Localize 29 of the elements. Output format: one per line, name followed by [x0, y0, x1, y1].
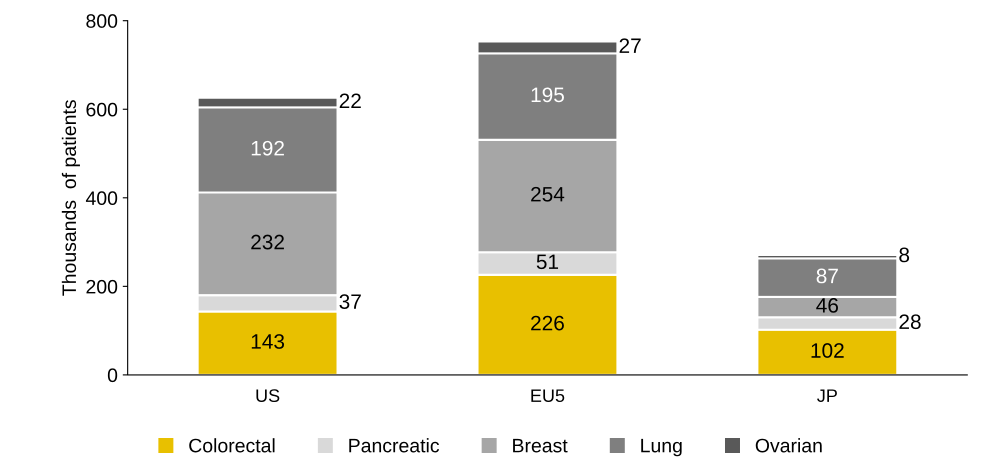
y-tick-label: 800: [86, 14, 118, 28]
data-label: 254: [531, 186, 564, 202]
data-label: 102: [812, 343, 844, 358]
data-label: 232: [251, 234, 284, 250]
legend-label: Ovarian: [756, 438, 822, 452]
data-label: 8: [899, 248, 910, 262]
legend-label: Lung: [641, 438, 682, 456]
y-tick-label: 400: [86, 191, 118, 206]
x-tick-label: US: [256, 389, 280, 402]
data-label: 226: [531, 316, 564, 330]
y-tick-label: 600: [86, 102, 118, 116]
data-label: 22: [340, 93, 361, 108]
data-label: 28: [899, 314, 921, 330]
x-tick-label: EU5: [531, 389, 564, 402]
data-label: 195: [532, 87, 564, 102]
data-label: 27: [620, 38, 641, 53]
data-label: 87: [816, 268, 838, 284]
data-label: 192: [252, 140, 284, 156]
legend-label: Colorectal: [189, 438, 274, 452]
y-axis-title: Thousands of patients: [62, 100, 80, 296]
data-label: 143: [252, 334, 284, 349]
data-label: 46: [816, 298, 838, 313]
y-tick-label: 0: [108, 368, 118, 382]
legend-label: Pancreatic: [349, 438, 440, 452]
x-tick-label: JP: [817, 389, 837, 402]
data-label: 37: [339, 294, 361, 309]
legend-label: Breast: [513, 438, 568, 452]
y-tick-label: 200: [86, 280, 118, 294]
data-label: 51: [536, 254, 558, 270]
